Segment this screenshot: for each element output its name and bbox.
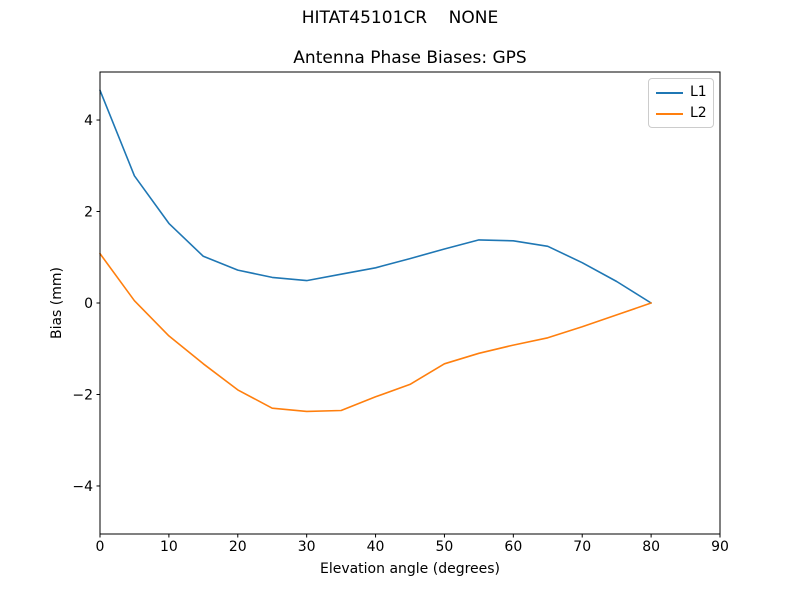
x-tick-label: 40 [367,539,385,555]
legend-label-l2: L2 [690,105,707,121]
x-tick-label: 60 [504,539,522,555]
x-tick-label: 50 [436,539,454,555]
axes-frame [99,71,721,535]
x-tick-label: 0 [96,539,105,555]
y-tick-label: 4 [84,113,93,129]
legend-entry-l1: L1 [656,84,707,100]
legend: L1 L2 [648,78,714,128]
x-tick-label: 90 [711,539,729,555]
y-tick-label: 2 [84,205,93,221]
x-tick-label: 70 [573,539,591,555]
x-tick-label: 10 [160,539,178,555]
x-axis-label: Elevation angle (degrees) [319,561,501,577]
y-tick-label: −4 [72,479,93,495]
x-tick-label: 20 [229,539,247,555]
legend-label-l1: L1 [690,84,707,100]
y-tick-label: −2 [72,387,93,403]
l2-line-swatch [656,112,683,115]
series-line-l2 [99,252,652,413]
figure-suptitle: HITAT45101CR NONE [301,8,499,28]
l1-line-swatch [656,91,683,94]
x-tick-label: 80 [642,539,660,555]
x-tick-label: 30 [298,539,316,555]
y-tick-label: 0 [84,296,93,312]
y-axis-label: Bias (mm) [49,266,65,340]
series-line-l1 [99,89,652,304]
legend-entry-l2: L2 [656,105,707,121]
axes-title: Antenna Phase Biases: GPS [293,48,527,68]
